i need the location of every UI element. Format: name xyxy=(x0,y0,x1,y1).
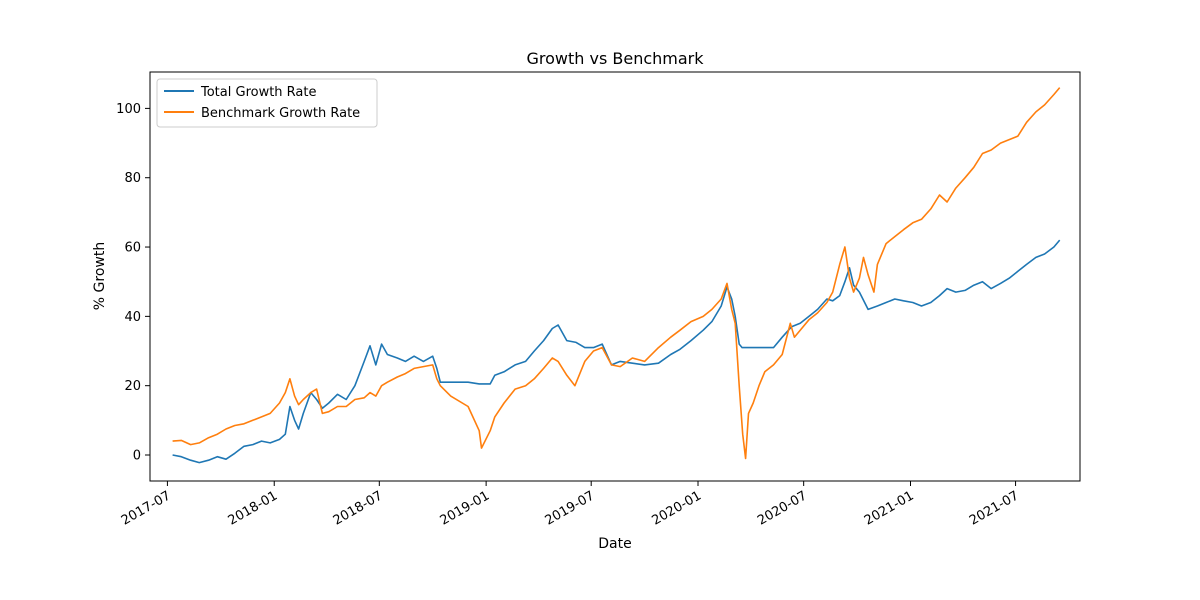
y-axis-label: % Growth xyxy=(92,242,108,310)
y-tick-label: 0 xyxy=(133,449,141,464)
x-axis-label: Date xyxy=(598,536,631,552)
y-tick-label: 100 xyxy=(116,102,141,117)
y-tick-label: 60 xyxy=(124,241,141,256)
series-line-total-growth xyxy=(172,239,1061,464)
y-tick-label: 40 xyxy=(124,310,141,325)
legend-label-total: Total Growth Rate xyxy=(200,85,317,100)
y-axis-ticks: 0 20 40 60 80 100 xyxy=(116,102,150,464)
series-line-benchmark-growth xyxy=(172,87,1061,460)
y-tick-label: 80 xyxy=(124,171,141,186)
chart-title: Growth vs Benchmark xyxy=(526,49,704,68)
y-tick-label: 20 xyxy=(124,379,141,394)
axes-frame xyxy=(149,71,1081,482)
legend-label-benchmark: Benchmark Growth Rate xyxy=(201,106,360,121)
plot-area xyxy=(172,87,1061,464)
legend: Total Growth Rate Benchmark Growth Rate xyxy=(156,78,378,128)
legend-box xyxy=(156,78,378,128)
